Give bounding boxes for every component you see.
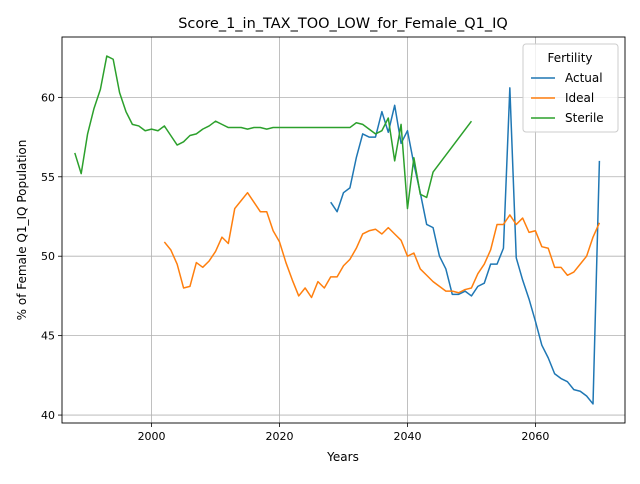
series-line-actual xyxy=(330,87,601,405)
legend-title: Fertility xyxy=(547,51,592,65)
legend-label-actual: Actual xyxy=(565,71,603,85)
legend-label-sterile: Sterile xyxy=(565,111,604,125)
legend: Fertility Actual Ideal Sterile xyxy=(522,43,619,133)
axis-ticks: 2000 2020 2040 2060 40 45 50 55 60 xyxy=(41,91,549,443)
chart-title: Score_1_in_TAX_TOO_LOW_for_Female_Q1_IQ xyxy=(178,16,508,32)
series-lines xyxy=(74,55,601,405)
plot-frame xyxy=(61,36,626,424)
legend-items: Actual Ideal Sterile xyxy=(531,71,604,125)
y-tick-label: 45 xyxy=(41,330,55,343)
series-line-sterile xyxy=(74,55,473,210)
x-tick-label: 2020 xyxy=(266,430,294,443)
series-line-ideal xyxy=(163,191,601,299)
y-tick-label: 50 xyxy=(41,250,55,263)
y-tick-label: 55 xyxy=(41,171,55,184)
y-tick-label: 40 xyxy=(41,409,55,422)
x-axis-label: Years xyxy=(326,450,359,464)
legend-label-ideal: Ideal xyxy=(565,91,594,105)
x-tick-label: 2060 xyxy=(521,430,549,443)
x-tick-label: 2040 xyxy=(393,430,421,443)
legend-box xyxy=(522,43,619,133)
y-tick-label: 60 xyxy=(41,91,55,104)
y-axis-label: % of Female Q1_IQ Population xyxy=(15,140,29,321)
x-tick-label: 2000 xyxy=(138,430,166,443)
